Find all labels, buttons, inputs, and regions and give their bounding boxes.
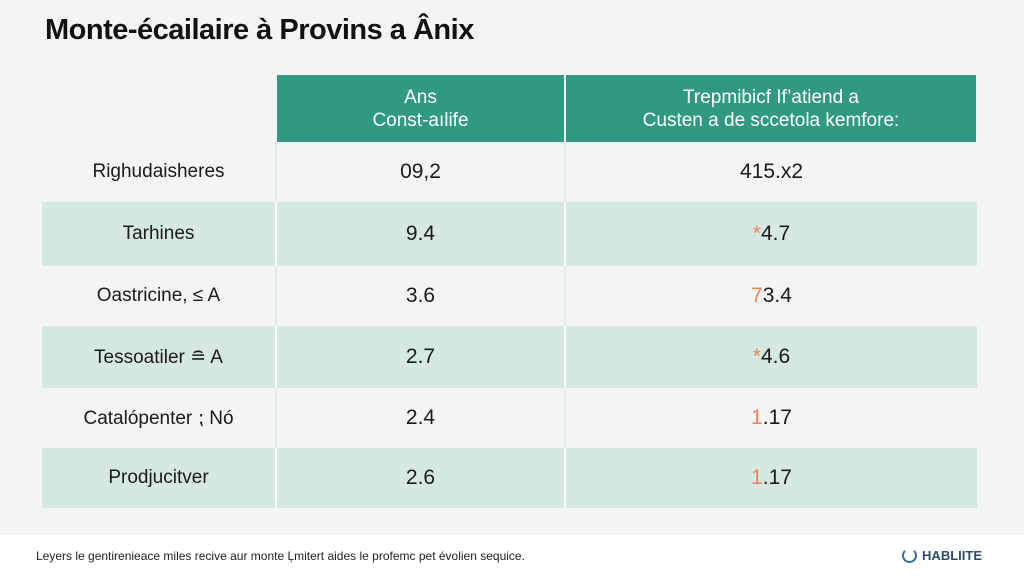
- brand-name: HABLIITE: [922, 548, 982, 563]
- value: 3.4: [762, 284, 792, 307]
- value-col-1: 9.4: [277, 202, 566, 266]
- header-line: Trepmibicf If’atiend a: [683, 86, 859, 108]
- brand-icon: [902, 548, 918, 563]
- value-col-2: * 4.6: [566, 326, 977, 388]
- page-title: Monte-écailaire à Provins a Ânix: [45, 14, 474, 46]
- value: .17: [762, 406, 792, 429]
- value-prefix: *: [752, 222, 761, 245]
- value-col-2: 1.17: [566, 448, 977, 508]
- row-label: Righudaisheres: [42, 142, 277, 202]
- row-label: Prodjucitver: [42, 448, 277, 508]
- table-row: Tessoatiler ≘ A 2.7 * 4.6: [42, 326, 977, 388]
- row-label: Oastricine, ≤ A: [42, 266, 277, 326]
- column-header-1: Ans Const-aılife: [277, 75, 564, 142]
- row-label: Tessoatiler ≘ A: [42, 326, 277, 388]
- value: .17: [762, 466, 792, 489]
- value-prefix: 1: [751, 466, 763, 489]
- value-col-1: 3.6: [277, 266, 566, 326]
- row-label: Catalópenter ⁏ Nó: [42, 388, 277, 448]
- table-row: Prodjucitver 2.6 1.17: [42, 448, 977, 508]
- value-col-2: 415.x2: [566, 142, 977, 202]
- value: 4.6: [760, 345, 791, 368]
- value-prefix: 7: [751, 284, 763, 307]
- brand-logo: HABLIITE: [902, 548, 982, 563]
- table-row: Righudaisheres 09,2 415.x2: [42, 142, 977, 202]
- value-prefix: *: [752, 345, 761, 368]
- footer-note: Leyers le gentirenieace miles recive aur…: [36, 548, 525, 563]
- value-col-1: 09,2: [277, 142, 566, 202]
- value: 415.x2: [739, 160, 804, 183]
- header-line: Const-aılife: [372, 109, 469, 131]
- value-prefix: 1: [751, 406, 763, 429]
- value-col-1: 2.4: [277, 388, 566, 448]
- header-line: Custen a de sccetola kemfore:: [642, 109, 900, 131]
- value-col-2: * 4.7: [566, 202, 977, 266]
- row-label: Tarhines: [42, 202, 277, 266]
- value: 4.7: [760, 222, 791, 245]
- value-col-1: 2.6: [277, 448, 566, 508]
- footer: Leyers le gentirenieace miles recive aur…: [0, 535, 1024, 576]
- column-header-2: Trepmibicf If’atiend a Custen a de sccet…: [566, 75, 976, 142]
- table-row: Catalópenter ⁏ Nó 2.4 1.17: [42, 388, 977, 448]
- header-line: Ans: [404, 86, 437, 108]
- value-col-2: 7 3.4: [566, 266, 977, 326]
- table-row: Oastricine, ≤ A 3.6 7 3.4: [42, 266, 977, 326]
- table-row: Tarhines 9.4 * 4.7: [42, 202, 977, 266]
- value-col-2: 1.17: [566, 388, 977, 448]
- value-col-1: 2.7: [277, 326, 566, 388]
